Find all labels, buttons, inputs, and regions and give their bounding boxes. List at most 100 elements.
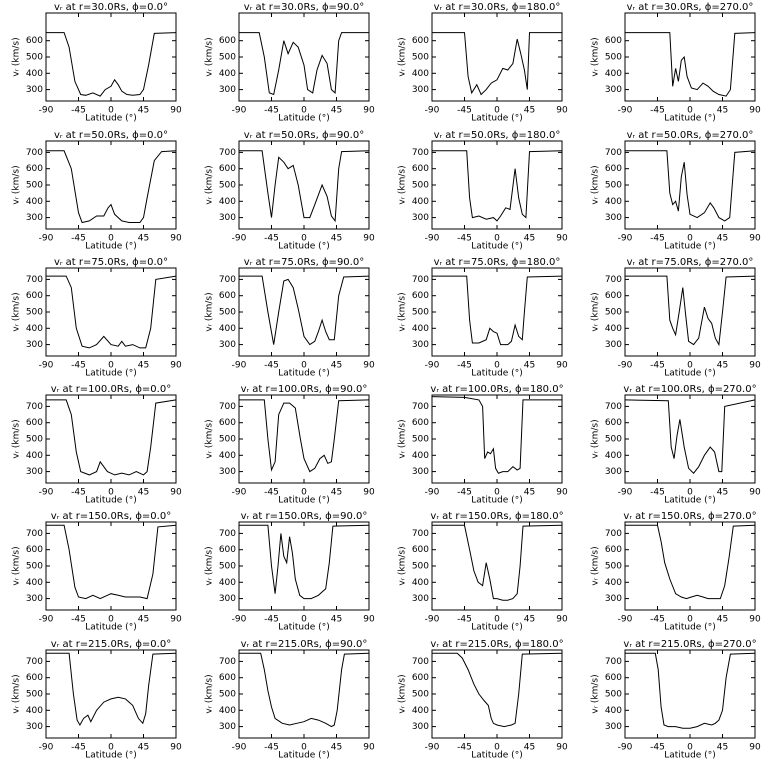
- y-tick-label: 400: [219, 324, 236, 334]
- y-tick-label: 500: [219, 308, 236, 318]
- panel: vᵣ at r=150.0Rs, ϕ=0.0° -90 -45 0 45 90 300 400…: [12, 511, 182, 633]
- panel: vᵣ at r=50.0Rs, ϕ=270.0° -90 -45 0 45 90 300 40…: [591, 130, 761, 252]
- y-tick-label: 300: [412, 594, 429, 604]
- panel-title: vᵣ at r=30.0Rs, ϕ=270.0°: [627, 2, 754, 13]
- x-tick-label: 90: [170, 615, 182, 625]
- plot-frame: [624, 12, 756, 102]
- x-axis-label: Latitude (°): [85, 369, 136, 379]
- y-axis-label: vᵣ (km/s): [591, 546, 601, 585]
- x-tick-label: 45: [717, 106, 728, 116]
- data-line: [432, 275, 563, 346]
- y-tick-label: 600: [219, 291, 236, 301]
- y-tick-label: 400: [605, 324, 622, 334]
- y-tick-label: 300: [412, 213, 429, 223]
- x-tick-label: -90: [39, 615, 54, 625]
- data-line: [624, 399, 756, 474]
- y-tick-label: 400: [412, 451, 429, 461]
- x-axis-label: Latitude (°): [471, 751, 522, 761]
- y-tick-label: 700: [26, 657, 43, 667]
- y-tick-label: 400: [412, 578, 429, 588]
- y-tick-label: 500: [412, 53, 429, 63]
- data-line: [625, 275, 756, 347]
- x-tick-label: -45: [457, 488, 472, 498]
- x-tick-label: -45: [650, 234, 665, 244]
- x-tick-label: -90: [425, 615, 440, 625]
- x-tick-label: 45: [331, 615, 342, 625]
- x-axis-label: Latitude (°): [664, 114, 715, 124]
- data-line: [46, 275, 177, 349]
- panel-title: vᵣ at r=150.0Rs, ϕ=90.0°: [241, 511, 368, 522]
- y-tick-label: 500: [219, 690, 236, 700]
- y-tick-label: 300: [219, 213, 236, 223]
- y-tick-label: 700: [26, 402, 43, 412]
- x-tick-label: 0: [687, 361, 693, 371]
- y-axis-label: vᵣ (km/s): [398, 546, 408, 585]
- panel-title: vᵣ at r=215.0Rs, ϕ=270.0°: [623, 639, 756, 650]
- x-tick-label: -45: [650, 106, 665, 116]
- x-tick-label: -90: [232, 743, 247, 753]
- x-tick-label: 45: [138, 615, 149, 625]
- x-tick-label: 45: [524, 234, 535, 244]
- x-tick-label: -45: [71, 743, 86, 753]
- y-tick-label: 700: [605, 529, 622, 539]
- panel-title: vᵣ at r=50.0Rs, ϕ=270.0°: [627, 130, 754, 141]
- x-tick-label: 0: [108, 234, 114, 244]
- y-tick-label: 700: [219, 402, 236, 412]
- x-tick-label: 90: [170, 743, 182, 753]
- y-tick-label: 700: [412, 148, 429, 158]
- y-tick-label: 300: [412, 340, 429, 350]
- y-tick-label: 600: [412, 36, 429, 46]
- x-tick-label: 0: [687, 743, 693, 753]
- y-tick-label: 300: [605, 594, 622, 604]
- panel: vᵣ at r=215.0Rs, ϕ=270.0° -90 -45 0 45 90 300 4…: [591, 639, 761, 761]
- y-tick-label: 400: [605, 451, 622, 461]
- x-tick-label: 45: [524, 361, 535, 371]
- data-line: [432, 32, 562, 96]
- x-tick-label: 0: [108, 615, 114, 625]
- y-axis-label: vᵣ (km/s): [398, 165, 408, 204]
- y-tick-label: 600: [605, 673, 622, 683]
- panel: vᵣ at r=30.0Rs, ϕ=180.0° -90 -45 0 45 90 300 40…: [398, 2, 568, 124]
- y-tick-label: 500: [412, 690, 429, 700]
- y-tick-label: 300: [412, 722, 429, 732]
- y-tick-label: 400: [412, 706, 429, 716]
- data-line: [239, 150, 370, 223]
- y-tick-label: 300: [605, 467, 622, 477]
- x-axis-label: Latitude (°): [471, 114, 522, 124]
- y-axis-label: vᵣ (km/s): [12, 674, 22, 713]
- y-tick-label: 600: [219, 418, 236, 428]
- x-tick-label: 90: [363, 234, 375, 244]
- y-tick-label: 600: [412, 673, 429, 683]
- x-axis-label: Latitude (°): [278, 623, 329, 633]
- x-tick-label: -90: [618, 106, 633, 116]
- y-tick-label: 500: [219, 53, 236, 63]
- x-axis-label: Latitude (°): [278, 242, 329, 252]
- x-tick-label: 90: [749, 106, 761, 116]
- x-tick-label: 0: [494, 488, 500, 498]
- y-tick-label: 700: [605, 657, 622, 667]
- panel: vᵣ at r=100.0Rs, ϕ=270.0° -90 -45 0 45 90 300 4…: [591, 384, 761, 506]
- y-tick-label: 700: [412, 529, 429, 539]
- x-tick-label: -45: [457, 743, 472, 753]
- y-tick-label: 400: [219, 69, 236, 79]
- x-tick-label: 90: [363, 106, 375, 116]
- x-tick-label: 90: [749, 234, 761, 244]
- data-line: [625, 32, 756, 97]
- y-tick-label: 400: [605, 706, 622, 716]
- y-tick-label: 400: [219, 578, 236, 588]
- y-tick-label: 700: [26, 529, 43, 539]
- x-tick-label: -90: [618, 488, 633, 498]
- x-tick-label: -90: [232, 615, 247, 625]
- y-tick-label: 600: [26, 418, 43, 428]
- y-tick-label: 300: [412, 467, 429, 477]
- panel-title: vᵣ at r=150.0Rs, ϕ=270.0°: [623, 511, 756, 522]
- y-tick-label: 300: [26, 467, 43, 477]
- x-tick-label: -90: [425, 361, 440, 371]
- x-tick-label: 45: [717, 488, 728, 498]
- panel: vᵣ at r=100.0Rs, ϕ=180.0° -90 -45 0 45 90 300 4…: [398, 384, 568, 506]
- y-tick-label: 600: [412, 164, 429, 174]
- x-tick-label: 0: [108, 106, 114, 116]
- x-tick-label: 45: [524, 615, 535, 625]
- panel: vᵣ at r=100.0Rs, ϕ=0.0° -90 -45 0 45 90 300 400…: [12, 384, 182, 506]
